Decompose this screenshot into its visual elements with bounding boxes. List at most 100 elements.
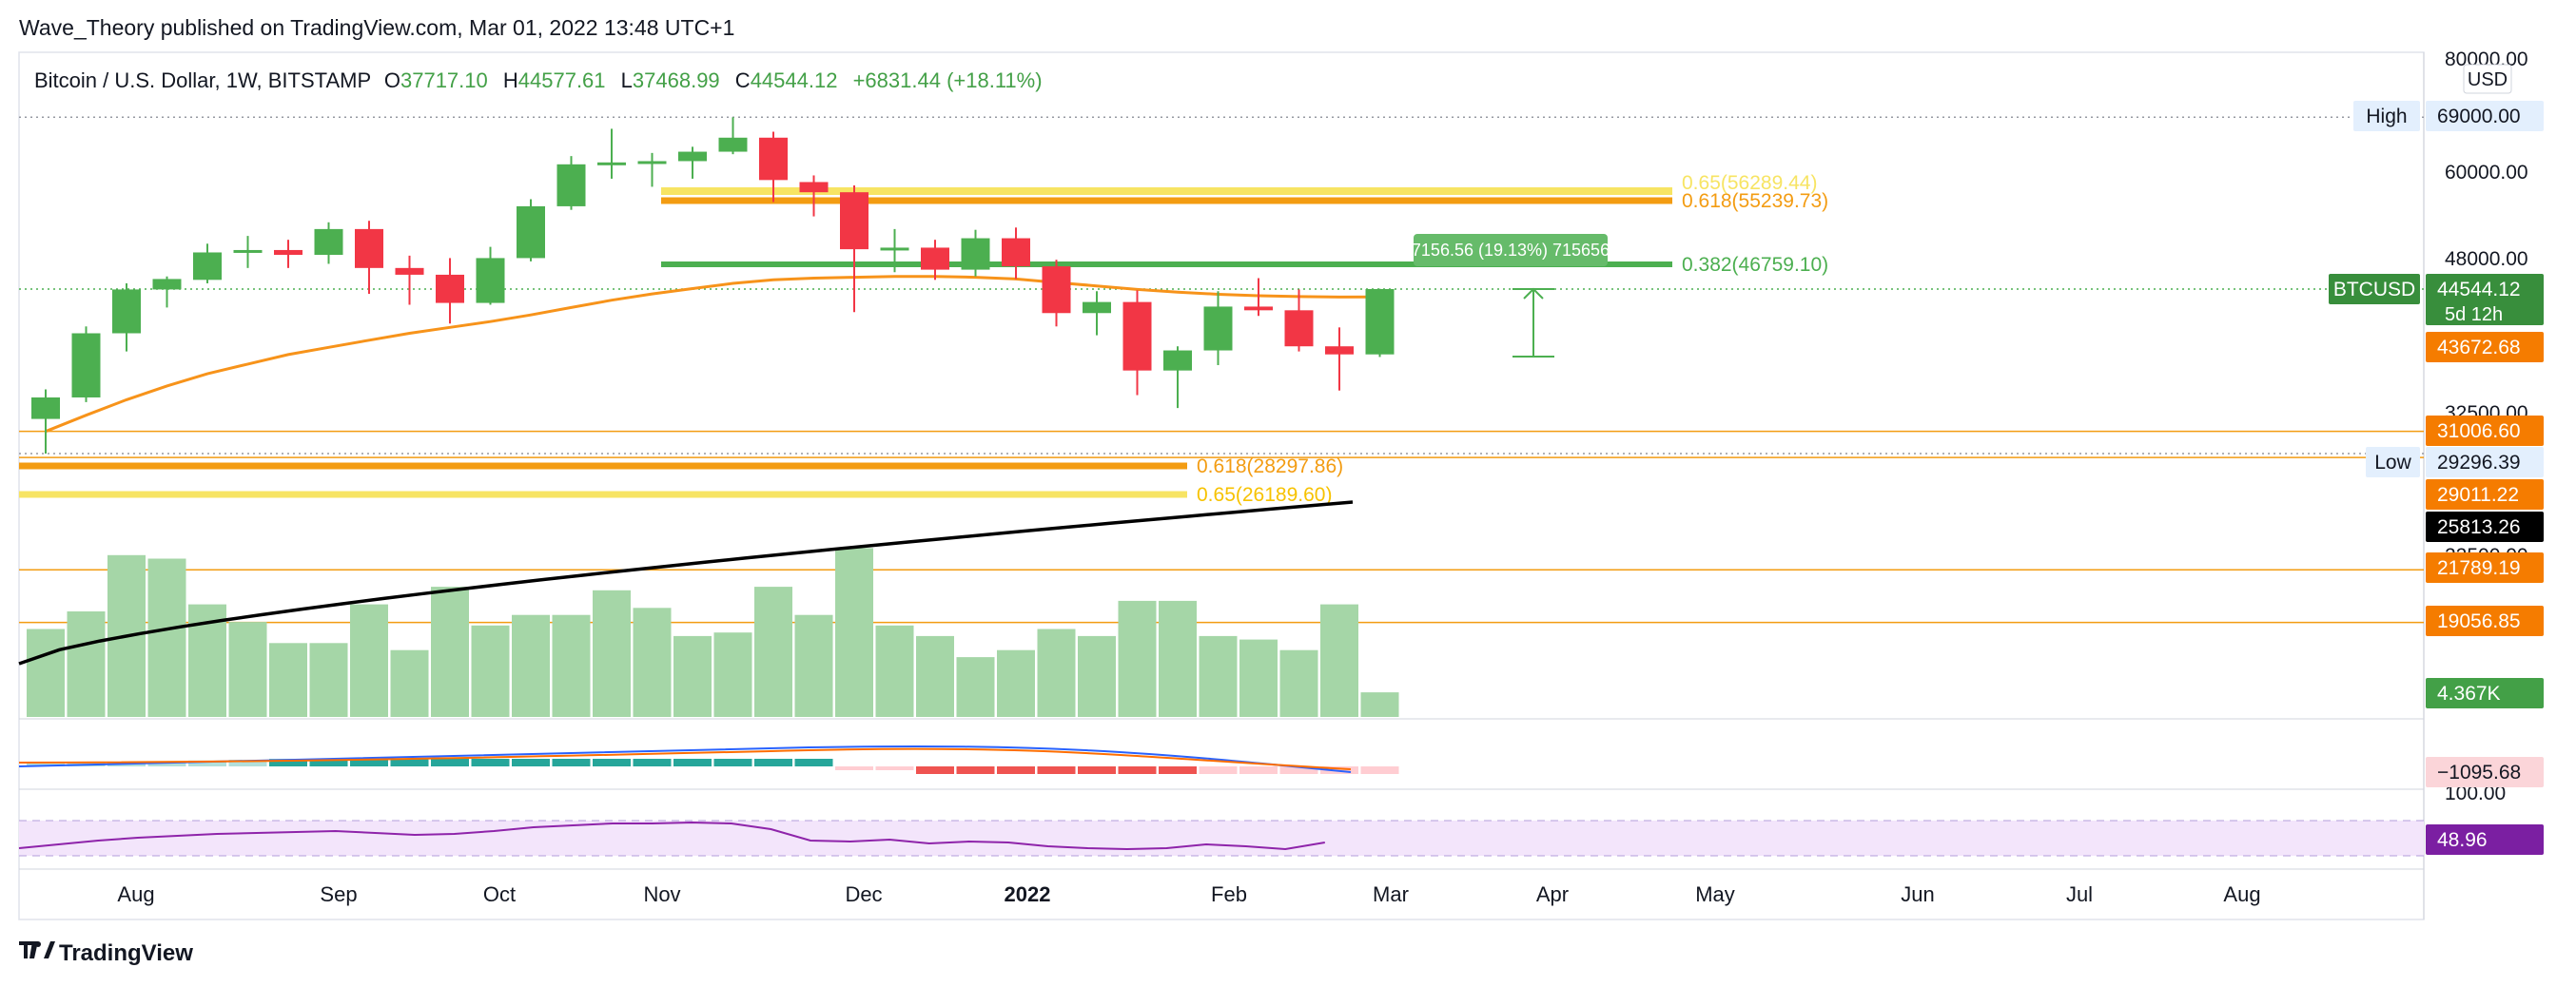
fib-label: 0.65(56289.44) [1682, 172, 1817, 194]
volume-bar [633, 608, 672, 717]
candle-body [355, 228, 383, 268]
moving-averages [18, 275, 1380, 666]
measure-label-text: 7156.56 (19.13%) 715656 [1412, 241, 1610, 260]
time-axis-label: Mar [1373, 882, 1409, 906]
currency-box [2463, 64, 2512, 94]
volume-bar [713, 632, 752, 717]
symbol-title: Bitcoin / U.S. Dollar, 1W, BITSTAMP [34, 68, 371, 92]
macd-histogram-bar [1239, 766, 1278, 774]
volume-bars [27, 548, 1399, 717]
time-axis-label: Aug [2223, 882, 2260, 906]
price-tag-text: 19056.85 [2437, 610, 2521, 632]
volume-bar [471, 625, 510, 717]
macd-histogram-bar [956, 766, 995, 774]
candle-body [961, 238, 990, 270]
candle-body [1325, 346, 1354, 355]
price-tag-hline1 [2426, 416, 2544, 446]
macd-histogram-bar [228, 760, 267, 766]
price-tag-low [2426, 447, 2544, 477]
volume-bar [916, 635, 954, 717]
volume-bar [431, 587, 469, 717]
high-value: 44577.61 [518, 68, 606, 92]
fib-label: 0.382(46759.10) [1682, 254, 1828, 276]
volume-bar [147, 558, 186, 717]
price-axis-label: 60000.00 [2445, 162, 2528, 184]
candle-body [678, 151, 707, 162]
candle-body [152, 279, 182, 290]
macd-histogram-bar [431, 759, 469, 766]
macd-histogram-bar [835, 766, 873, 770]
candle-body [395, 267, 424, 275]
currency-label: USD [2468, 69, 2508, 90]
price-tag-side-btcusd [2329, 274, 2420, 304]
macd-histogram-bar [875, 766, 914, 770]
price-tag-text: 44544.12 [2437, 279, 2521, 300]
candle-body [637, 161, 667, 164]
fib-label: 0.618(28297.86) [1197, 455, 1343, 477]
open-value: 37717.10 [400, 68, 488, 92]
time-axis-label: Jun [1901, 882, 1934, 906]
volume-bar [956, 657, 995, 717]
volume-bar [754, 587, 792, 717]
candle-body [597, 162, 626, 165]
low-value: 37468.99 [633, 68, 720, 92]
rsi-line [18, 821, 1325, 851]
tv-logo-icon [19, 941, 38, 958]
horizontal-lines [19, 116, 2424, 624]
time-axis-label: Aug [117, 882, 154, 906]
close-value: 44544.12 [751, 68, 838, 92]
candle-body [436, 274, 464, 303]
candle-body [1042, 266, 1071, 314]
rsi-pane [18, 820, 2424, 857]
macd-histogram-bar [1078, 766, 1116, 774]
time-axis-label: Dec [845, 882, 882, 906]
candle-body [556, 164, 586, 206]
candle-body [1002, 238, 1030, 267]
time-axis[interactable]: Aug Sep Oct Nov Dec 2022 Feb Mar Apr May Jun Jul Aug [117, 882, 2260, 906]
price-tag-ma200 [2426, 512, 2544, 542]
open-label: O [384, 68, 400, 92]
volume-bar [1239, 639, 1278, 717]
volume-bar [1037, 629, 1076, 717]
macd-histogram-bar [1199, 766, 1238, 774]
change-value: +6831.44 (+18.11%) [853, 68, 1043, 92]
price-tag-text: 31006.60 [2437, 420, 2521, 442]
macd-histogram-bar [269, 759, 307, 766]
time-axis-label: Feb [1211, 882, 1247, 906]
time-axis-label: Nov [643, 882, 680, 906]
candle-body [799, 182, 829, 193]
candle-body [1365, 289, 1395, 355]
fib-levels: 0.65(56289.44)0.618(55239.73) 0.382(46759… [19, 172, 1828, 506]
volume-bar [1159, 600, 1197, 717]
price-axis[interactable]: 80000.0060000.0048000.0032500.0022500.00… [2329, 48, 2544, 855]
volume-bar [228, 622, 267, 717]
candle-body [31, 397, 60, 419]
candle-body [1284, 310, 1314, 347]
price-tag-hline3 [2426, 552, 2544, 583]
ma-black-line [18, 500, 1354, 666]
volume-bar [1078, 635, 1116, 717]
published-note: Wave_Theory published on TradingView.com… [19, 15, 734, 40]
time-axis-label: Jul [2066, 882, 2093, 906]
volume-bar [997, 649, 1035, 717]
volume-bar [673, 635, 712, 717]
macd-histogram-bar [390, 759, 429, 766]
fib-label: 0.618(55239.73) [1682, 190, 1828, 212]
macd-histogram-bar [633, 759, 672, 766]
price-tag-macd [2426, 757, 2544, 787]
macd-histogram-bar [188, 760, 226, 766]
volume-bar [1360, 692, 1399, 717]
time-axis-label: Oct [483, 882, 516, 906]
measure-tool[interactable]: 7156.56 (19.13%) 715656 [1412, 234, 1610, 358]
candle-body [921, 247, 949, 270]
volume-bar [1279, 649, 1318, 717]
price-tag-text: 69000.00 [2437, 106, 2521, 127]
price-tag-ma50 [2426, 332, 2544, 362]
candle-body [1244, 306, 1273, 311]
time-axis-label: 2022 [1005, 882, 1051, 906]
time-axis-label: May [1695, 882, 1735, 906]
low-label: L [621, 68, 633, 92]
macd-pane [18, 745, 1399, 774]
candle-body [718, 137, 748, 152]
